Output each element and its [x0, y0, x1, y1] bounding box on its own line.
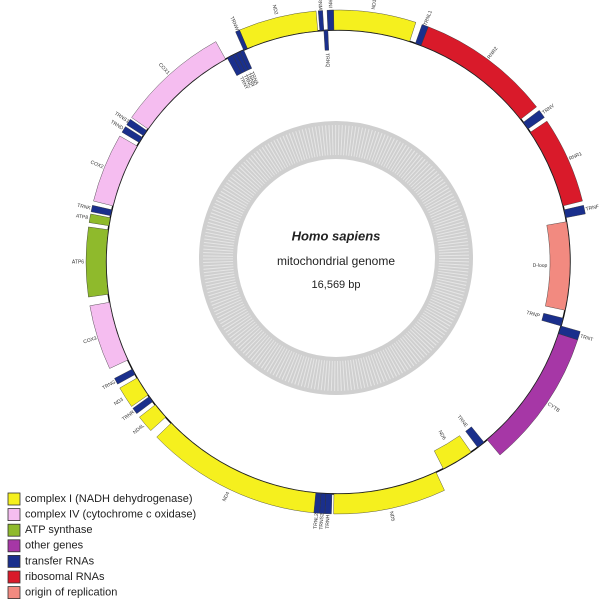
legend-swatch	[7, 539, 21, 553]
gene-arc	[114, 368, 136, 385]
legend-swatch	[7, 555, 21, 568]
gene-arc	[328, 9, 417, 42]
gene-arc	[326, 9, 335, 31]
gene-arc	[139, 404, 166, 431]
gene-arc	[90, 205, 113, 216]
gene-label: TRNF	[585, 204, 599, 213]
gene-arc	[119, 377, 149, 407]
gene-arc	[88, 213, 111, 226]
gene-arc	[313, 492, 322, 514]
gene-label: ND5	[388, 511, 396, 522]
gene-arc	[323, 30, 329, 51]
gene-arc	[85, 226, 109, 298]
gene-label: TRNI	[327, 0, 333, 8]
genes: ND1 ND6 ND5 ND4 ND4L ND3 ND2 COX3 COX2 COX1 ATP6 AT…	[72, 0, 600, 530]
legend-label: complex I (NADH dehydrogenase)	[25, 493, 193, 505]
gene-arc	[132, 396, 153, 414]
gene-arc	[530, 120, 583, 207]
gene-label: TRNG	[101, 379, 116, 391]
gene-label: ND4	[221, 491, 231, 503]
gene-arc	[239, 49, 253, 71]
gene-arc	[318, 10, 325, 31]
gene-arc	[541, 313, 564, 327]
legend-label: complex IV (cytochrome c oxidase)	[25, 509, 196, 521]
gene-label: COX2	[89, 160, 104, 171]
gene-label: ND1	[371, 0, 378, 10]
gene-label: TRNE	[456, 414, 470, 429]
gene-arc	[333, 471, 445, 515]
gene-label: D-loop	[533, 263, 548, 269]
gene-label: ND2	[271, 4, 279, 15]
gene-label: COX1	[157, 62, 171, 76]
gene-label: TRNC	[242, 74, 254, 89]
gene-arc	[156, 422, 318, 514]
gene-arc	[121, 126, 143, 143]
gene-arc	[89, 302, 129, 369]
subtitle: mitochondrial genome	[277, 254, 395, 268]
gene-arc	[545, 221, 571, 311]
gene-arc	[558, 325, 581, 341]
gene-label: ND3	[113, 397, 125, 408]
gene-arc	[563, 205, 586, 218]
gene-label: TRNK	[77, 203, 92, 212]
gene-label: TRNW	[228, 16, 240, 32]
legend-swatch	[7, 586, 21, 599]
gene-label: RNR2	[486, 46, 499, 61]
gc-ring-texture	[203, 125, 469, 391]
gene-arc	[235, 29, 248, 51]
legend-swatch	[7, 492, 21, 506]
gene-label: COX3	[83, 336, 98, 346]
legend: complex I (NADH dehydrogenase) complex IV…	[7, 492, 196, 599]
gene-label: ND4L	[132, 423, 146, 436]
gene-label: CYTB	[546, 401, 561, 414]
gene-label: TRNV	[541, 103, 556, 116]
genome-length: 16,569 bp	[312, 279, 361, 291]
legend-swatch	[7, 570, 21, 584]
gene-label: TRNA	[248, 71, 259, 86]
gene-label: TRNL1	[423, 10, 434, 27]
gene-label: TRNR	[121, 409, 136, 422]
gene-arc	[239, 10, 318, 49]
legend-label: ribosomal RNAs	[25, 571, 105, 583]
gene-arc	[486, 333, 578, 456]
legend-swatch	[7, 508, 21, 522]
legend-label: transfer RNAs	[25, 555, 95, 567]
gene-label: TRNM	[316, 0, 323, 10]
gene-label: ATP6	[72, 259, 84, 265]
gene-label: TRNS2	[318, 513, 325, 530]
gene-label: TRNY	[238, 76, 250, 91]
gene-arc	[93, 135, 138, 207]
gene-label: TRNT	[579, 334, 594, 344]
species: Homo sapiens	[292, 228, 381, 243]
legend-swatch	[7, 523, 21, 537]
legend-label: other genes	[25, 540, 84, 552]
gene-arc	[433, 435, 472, 469]
gene-label: ATP8	[75, 213, 88, 221]
gene-arc	[420, 26, 537, 120]
gene-arc	[131, 41, 226, 130]
gene-label: TRNL2	[313, 513, 320, 530]
gene-arc	[523, 110, 545, 130]
legend-label: origin of replication	[25, 587, 117, 599]
gene-arc	[126, 118, 148, 136]
gene-label: TRNN	[245, 72, 257, 87]
gene-label: ND6	[437, 429, 447, 441]
gene-label: TRNP	[526, 310, 541, 319]
gene-label: RNR1	[568, 151, 583, 162]
gene-arc	[465, 426, 485, 448]
legend-label: ATP synthase	[25, 524, 92, 536]
gene-label: TRNQ	[324, 53, 331, 68]
gene-label: TRNH	[325, 514, 332, 529]
